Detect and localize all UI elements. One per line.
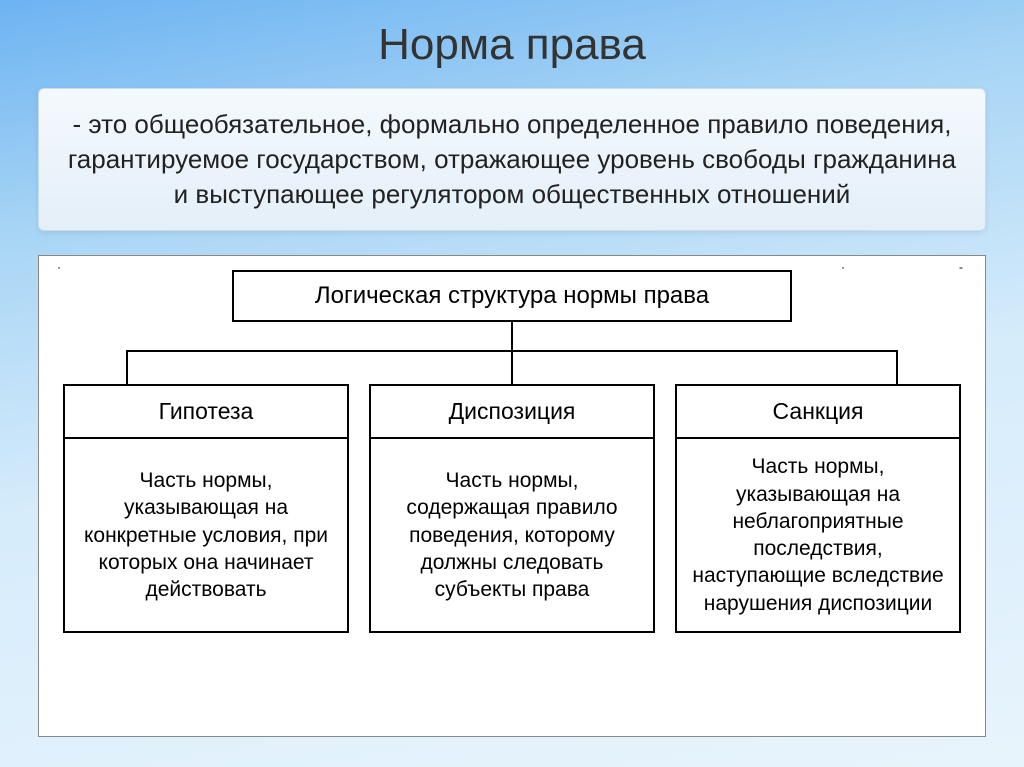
diagram-panel: · · - Логическая структура нормы права Г… [38,255,986,737]
connector-line [896,350,898,384]
diagram-heading-box: Логическая структура нормы права [232,270,792,322]
diagram-heading: Логическая структура нормы права [315,282,709,309]
connector-line [511,350,513,384]
column-body-text: Часть нормы, указывающая на конкретные у… [75,467,337,603]
column-title: Санкция [675,384,961,439]
column-title: Диспозиция [369,384,655,439]
column-sanction: Санкция Часть нормы, указывающая на небл… [675,384,961,633]
definition-text: - это общеобязательное, формально опреде… [68,109,956,209]
column-body-text: Часть нормы, указывающая на неблагоприят… [687,453,949,617]
column-disposition: Диспозиция Часть нормы, содержащая прави… [369,384,655,633]
column-hypothesis: Гипотеза Часть нормы, указывающая на кон… [63,384,349,633]
connector [63,322,961,384]
column-body: Часть нормы, содержащая правило поведени… [369,439,655,633]
tick-mark: · [57,260,61,274]
tick-mark: - [959,260,963,274]
column-body-text: Часть нормы, содержащая правило поведени… [381,467,643,603]
columns-row: Гипотеза Часть нормы, указывающая на кон… [63,384,961,633]
connector-line [511,322,513,350]
column-body: Часть нормы, указывающая на конкретные у… [63,439,349,633]
column-body: Часть нормы, указывающая на неблагоприят… [675,439,961,633]
connector-line [126,350,128,384]
slide: Норма права - это общеобязательное, форм… [0,0,1024,767]
tick-mark: · [841,260,845,274]
column-title: Гипотеза [63,384,349,439]
slide-title: Норма права [38,20,986,70]
definition-box: - это общеобязательное, формально опреде… [38,88,986,231]
